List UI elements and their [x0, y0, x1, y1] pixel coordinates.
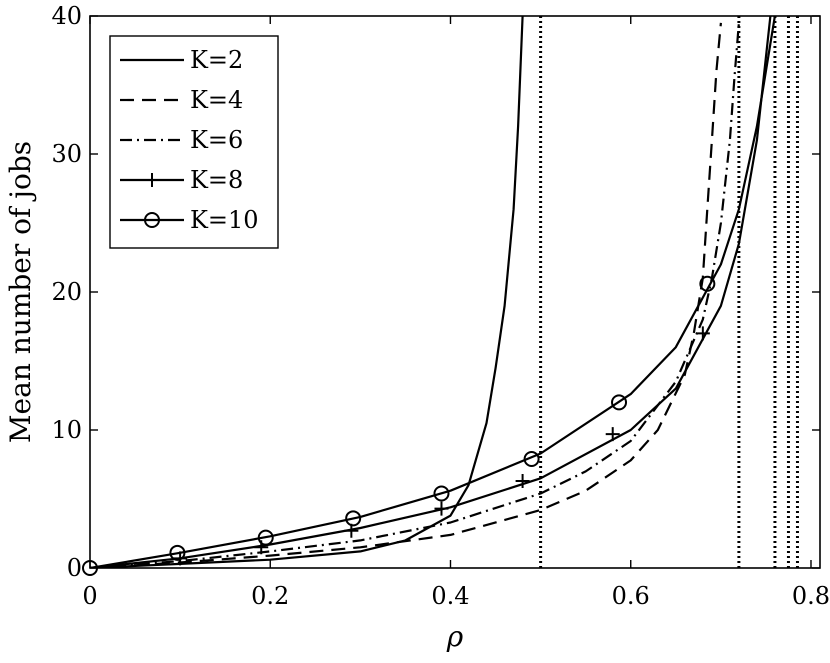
- data-point-circle: [523, 450, 540, 467]
- data-point-circle: [257, 529, 274, 546]
- x-tick-label: 0.2: [251, 582, 289, 610]
- data-point-plus: [515, 474, 530, 489]
- data-point-circle: [169, 544, 186, 561]
- data-point-circle: [433, 485, 450, 502]
- y-tick-label: 30: [51, 140, 82, 168]
- y-tick-label: 40: [51, 2, 82, 30]
- data-point-circle: [699, 275, 716, 292]
- y-tick-label: 0: [67, 554, 82, 582]
- legend: K=2 K=4 K=6 K=8 K=10: [109, 35, 279, 249]
- legend-label: K=2: [190, 46, 243, 74]
- x-axis-label: ρ: [446, 620, 464, 653]
- series-line-K-10: [90, 16, 776, 568]
- series-line-K-4: [90, 22, 722, 568]
- y-tick-label: 20: [51, 278, 82, 306]
- legend-label: K=8: [190, 166, 243, 194]
- y-tick-label: 10: [51, 416, 82, 444]
- x-tick-label: 0.4: [431, 582, 469, 610]
- y-axis-label: Mean number of jobs: [4, 141, 37, 443]
- x-tick-label: 0: [82, 582, 97, 610]
- x-tick-label: 0.8: [792, 582, 830, 610]
- x-tick-label: 0.6: [612, 582, 650, 610]
- series-line-K-8: [90, 16, 772, 568]
- data-point-plus: [434, 501, 449, 516]
- legend-label: K=10: [190, 206, 259, 234]
- series-layer: [90, 16, 776, 568]
- data-point-plus: [695, 326, 710, 341]
- data-point-plus: [605, 427, 620, 442]
- series-line-K-2: [90, 16, 524, 568]
- data-point-plus: [145, 173, 159, 187]
- marker-layer: [82, 275, 716, 576]
- data-point-circle: [611, 394, 628, 411]
- legend-label: K=4: [190, 86, 243, 114]
- data-point-circle: [144, 212, 160, 228]
- legend-label: K=6: [190, 126, 243, 154]
- ticks: 0 0.2 0.4 0.6 0.8 0 10 20 30 40: [51, 2, 830, 610]
- series-line-K-6: [90, 22, 740, 568]
- stability-limit-lines: [539, 16, 799, 568]
- legend-box: [109, 35, 279, 249]
- data-point-circle: [345, 510, 362, 527]
